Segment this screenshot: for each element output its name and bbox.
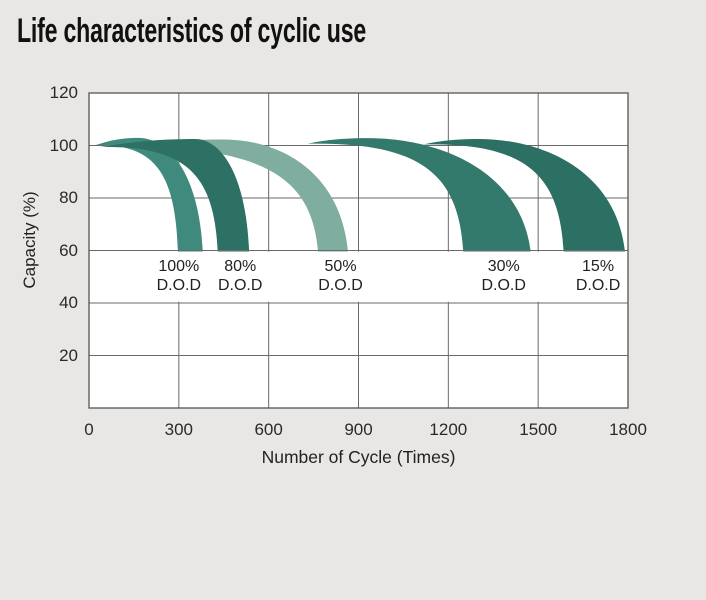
x-tick-label: 1200 [429, 420, 468, 439]
dod-curve-30pct [307, 138, 531, 252]
y-tick-label: 100 [49, 135, 78, 155]
y-tick-label: 40 [59, 293, 78, 312]
dod-label: 100% D.O.D [133, 258, 225, 295]
dod-suffix: D.O.D [481, 276, 526, 294]
plot-border [88, 92, 629, 409]
x-tick-label: 600 [254, 420, 283, 439]
y-tick-label: 60 [59, 240, 78, 260]
dod-percent: 50% [324, 258, 357, 275]
y-tick-label: 120 [49, 83, 78, 102]
dod-label: 50% D.O.D [295, 258, 387, 295]
dod-label: 30% D.O.D [458, 258, 550, 295]
dod-curve-15pct [422, 138, 626, 252]
dod-curve-80pct [99, 138, 250, 252]
dod-label-band [89, 251, 628, 302]
dod-percent: 80% [224, 258, 257, 275]
dod-percent: 100% [158, 258, 200, 275]
dod-percent: 30% [487, 258, 520, 275]
x-tick-label: 900 [344, 420, 373, 439]
dod-label: 15% D.O.D [552, 258, 644, 295]
x-tick-label: 0 [84, 420, 94, 439]
y-tick-label: 80 [59, 188, 78, 207]
dod-curve-100pct [94, 137, 203, 252]
dod-label: 80% D.O.D [194, 258, 286, 295]
dod-suffix: D.O.D [318, 276, 363, 294]
x-axis-title: Number of Cycle (Times) [261, 447, 456, 467]
page-title: Life characteristics of cyclic use [17, 12, 367, 50]
x-tick-label: 300 [164, 420, 194, 439]
y-axis-title: Capacity (%) [20, 191, 39, 289]
dod-suffix: D.O.D [575, 276, 621, 294]
dod-curve-50pct [103, 139, 349, 252]
x-tick-label: 1500 [519, 420, 558, 439]
x-tick-label: 1800 [609, 420, 647, 439]
dod-suffix: D.O.D [156, 276, 202, 294]
y-tick-label: 20 [59, 345, 78, 365]
dod-suffix: D.O.D [217, 276, 263, 294]
dod-percent: 15% [582, 258, 615, 275]
